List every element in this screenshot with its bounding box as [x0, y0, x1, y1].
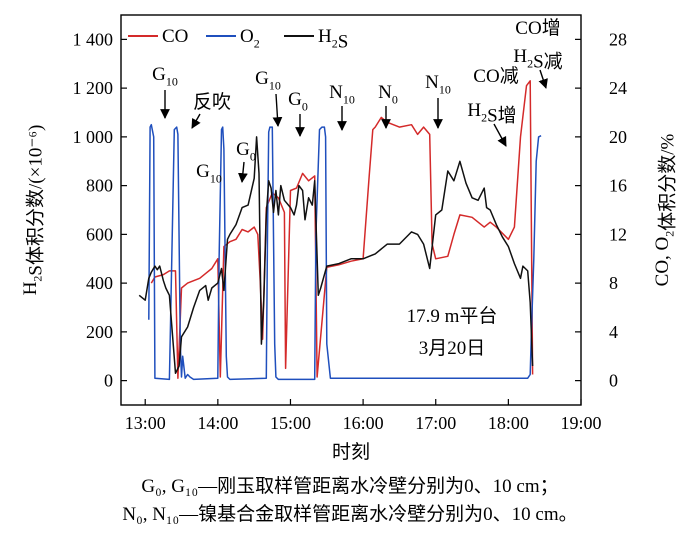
axes-layer: 13:00 14:00 15:00 16:00 17:00 18:00 19:0002004… [20, 29, 678, 463]
y-right-tick-label: 12 [609, 224, 627, 244]
annotation-label: CO增 [515, 17, 560, 39]
annotation-label: CO减 [473, 65, 518, 87]
annotation-label: H2S增 [467, 100, 516, 126]
x-tick-label: 15:00 [270, 413, 311, 433]
x-tick-label: 13:00 [125, 413, 166, 433]
legend-label: CO [162, 26, 188, 47]
x-tick-label: 18:00 [488, 413, 529, 433]
annotation-arrow [238, 161, 248, 183]
y-left-axis-label: H2S体积分数/(×10⁻⁶) [20, 125, 46, 296]
plot-frame [120, 14, 582, 406]
annotation-arrow [272, 93, 283, 127]
chart: 13:00 14:00 15:00 16:00 17:00 18:00 19:0002004… [20, 14, 678, 463]
annotation-label: N0 [378, 82, 398, 106]
x-tick-label: 14:00 [197, 413, 238, 433]
y-right-tick-label: 20 [609, 127, 627, 147]
annotation-arrow [493, 123, 507, 147]
annotation-label: 反吹 [193, 91, 231, 113]
y-right-tick-label: 8 [609, 273, 618, 293]
annotation-label: N10 [329, 82, 355, 106]
annotation-layer: G10 反吹 G10 G0 G10 G0 N10 N0 N10 CO减 H2S增 CO增 H2S减 17.… [152, 17, 563, 359]
y-left-tick-label: 0 [104, 371, 113, 391]
annotation-label: G0 [236, 139, 256, 163]
y-right-tick-label: 0 [609, 371, 618, 391]
legend-label: H2S [318, 26, 348, 52]
y-left-tick-label: 400 [86, 273, 113, 293]
y-right-tick-label: 4 [609, 322, 618, 342]
annotation-label: G10 [152, 64, 178, 88]
y-left-tick-label: 200 [86, 322, 113, 342]
series-line-h2s [138, 136, 534, 375]
x-tick-label: 16:00 [343, 413, 384, 433]
annotation-label: 3月20日 [419, 338, 486, 359]
annotation-label: G10 [196, 161, 222, 185]
y-left-tick-label: 600 [86, 224, 113, 244]
x-tick-label: 19:00 [560, 413, 601, 433]
caption-line-2: N₀, N₁₀—镍基合金取样管距离水冷壁分别为0、10 cm。 [122, 504, 578, 525]
annotation-arrow [191, 113, 201, 129]
y-left-tick-label: 1 200 [73, 78, 114, 98]
y-right-tick-label: 16 [609, 176, 627, 196]
y-left-tick-label: 1 000 [73, 127, 114, 147]
annotation-label: H2S减 [513, 46, 562, 72]
y-left-tick-label: 1 400 [73, 29, 114, 49]
annotation-arrow [538, 69, 548, 89]
annotation-label: G0 [288, 89, 308, 113]
y-right-axis-label: CO, O2体积分数/% [652, 133, 678, 286]
series-line-o2 [148, 123, 542, 381]
annotation-label: 17.9 m平台 [407, 305, 498, 327]
legend: CO O2 H2S [128, 26, 348, 52]
caption-line-1: G₀, G₁₀—刚玉取样管距离水冷壁分别为0、10 cm； [141, 476, 559, 497]
annotation-label: G10 [255, 68, 281, 92]
y-right-tick-label: 28 [609, 29, 627, 49]
x-tick-label: 17:00 [415, 413, 456, 433]
legend-label: O2 [240, 26, 260, 50]
y-left-tick-label: 800 [86, 176, 113, 196]
x-axis-label: 时刻 [332, 441, 370, 463]
y-right-tick-label: 24 [609, 78, 627, 98]
annotation-label: N10 [425, 72, 451, 96]
series-layer [138, 80, 542, 381]
series-line-co [150, 80, 534, 379]
